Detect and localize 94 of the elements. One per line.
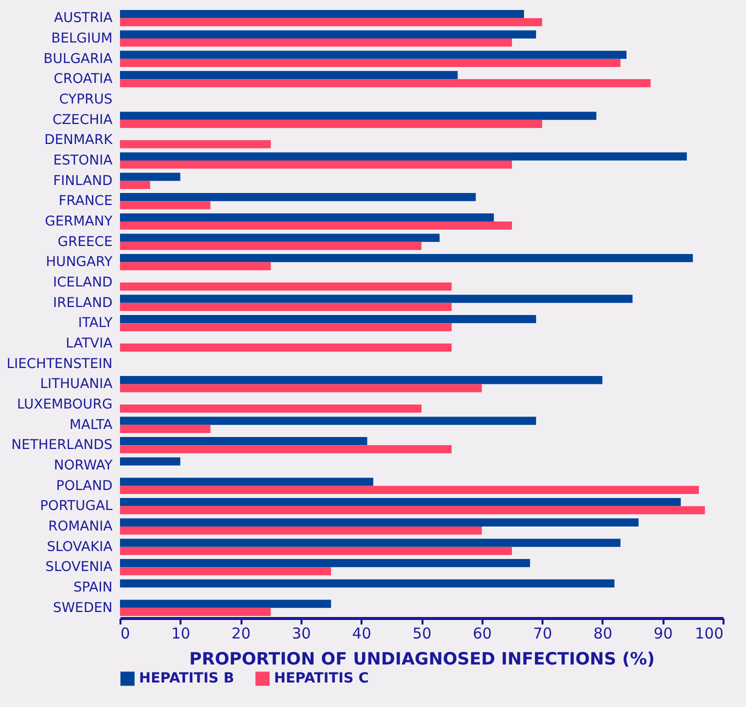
bar [120,486,699,494]
bar [120,193,476,202]
bar [120,478,374,486]
y-tick-label: PORTUGAL [40,498,113,514]
y-tick-label: LITHUANIA [40,376,114,392]
bar [120,538,620,547]
y-tick-label: LIECHTENSTEIN [6,356,112,372]
bar [120,172,180,181]
x-tick-label: 50 [412,624,432,642]
x-tick-label: 100 [694,624,724,642]
bar [120,160,512,169]
bar [120,242,422,250]
bar [120,18,542,26]
bar [120,112,596,120]
bar [120,294,633,303]
bar [120,201,210,210]
y-tick-label: DENMARK [44,132,114,148]
y-tick-label: SPAIN [73,580,112,596]
bar [120,302,452,311]
y-tick-label: NORWAY [54,458,114,474]
y-tick-label: FINLAND [53,172,112,189]
y-tick-label: POLAND [56,478,112,494]
bar [120,323,452,332]
y-tick-label: ESTONIA [53,152,114,168]
bar [120,10,524,18]
bar [120,315,536,324]
x-tick-label: 60 [472,624,492,642]
bar [120,518,639,526]
x-tick-label: 70 [533,624,552,642]
bar [120,38,512,47]
x-axis-title: PROPORTION OF UNDIAGNOSED INFECTIONS (%) [189,650,655,670]
y-tick-label: LATVIA [66,336,114,352]
bar [120,180,150,189]
y-tick-label: MALTA [70,416,114,433]
y-tick-label: SWEDEN [53,600,112,616]
x-tick-label: 90 [654,624,673,642]
bar [120,526,482,535]
x-tick-label: 40 [352,624,372,642]
bar [120,71,458,80]
y-tick-label: ROMANIA [48,518,114,534]
bar [120,213,494,222]
bar [120,437,368,446]
bar [120,254,693,262]
x-tick-label: 0 [120,624,130,642]
x-tick-label: 80 [593,624,612,642]
bar [120,404,422,413]
x-tick-label: 20 [232,624,251,642]
bar [120,600,332,608]
bar [120,50,627,59]
x-tick-label: 30 [292,624,311,642]
bar [120,262,271,270]
bar [120,222,512,230]
bar [120,559,530,568]
y-tick-label: IRELAND [53,294,112,311]
bar [120,567,332,576]
bar [120,140,271,148]
bar [120,79,651,88]
y-tick-label: ICELAND [53,274,112,290]
y-tick-label: NETHERLANDS [11,437,112,454]
y-tick-label: BELGIUM [51,30,112,46]
bar [120,416,536,425]
y-tick-label: CYPRUS [59,92,112,108]
bar [120,445,452,454]
y-tick-label: AUSTRIA [54,10,114,26]
x-tick-label: 10 [171,624,190,642]
y-tick-label: SLOVENIA [45,559,114,576]
y-tick-label: CROATIA [54,71,114,88]
y-tick-label: BULGARIA [44,50,114,67]
bar [120,120,542,128]
legend-label: HEPATITIS C [274,670,369,687]
bar [120,546,512,555]
bar [120,457,180,466]
legend-label: HEPATITIS B [139,670,234,687]
bar [120,424,210,433]
bar [120,58,620,67]
y-tick-label: ITALY [78,315,114,332]
y-tick-label: FRANCE [58,193,112,210]
bar [120,344,452,352]
bar [120,498,681,506]
y-tick-label: SLOVAKIA [46,538,114,555]
bar [120,384,482,392]
y-tick-label: GREECE [58,234,112,250]
bar [120,506,705,514]
bar [120,579,614,588]
y-tick-label: LUXEMBOURG [16,396,112,412]
bar [120,234,440,242]
bar [120,376,602,384]
y-tick-label: CZECHIA [52,112,114,128]
y-tick-label: GERMANY [44,214,114,230]
y-tick-label: HUNGARY [46,254,114,270]
bar [120,608,271,616]
bar [120,282,452,291]
bar [120,30,536,38]
bar [120,152,687,160]
